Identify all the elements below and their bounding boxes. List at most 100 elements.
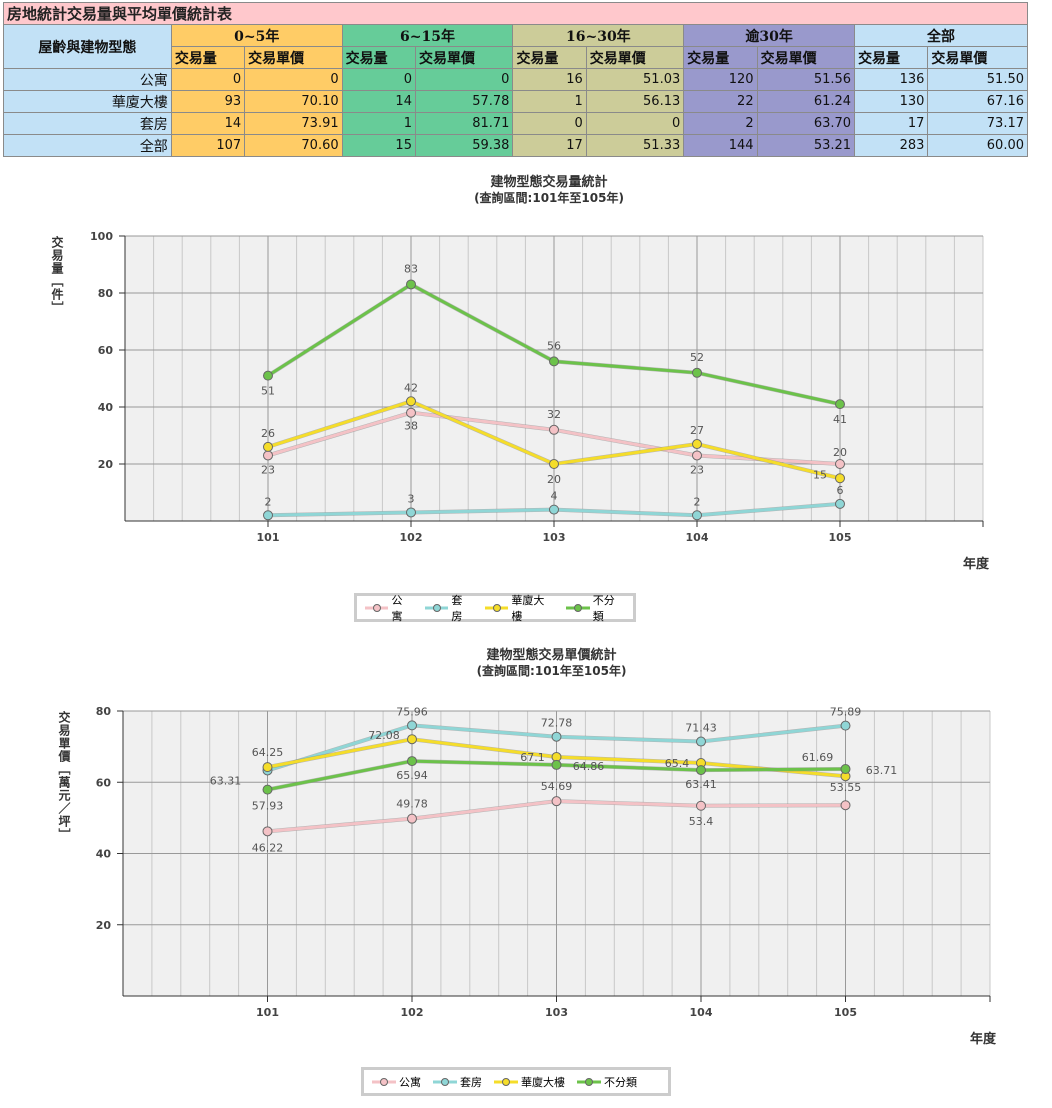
y-tick-label: 80 — [96, 705, 112, 718]
table-cell: 0 — [414, 68, 514, 91]
table-cell: 17 — [854, 112, 929, 135]
volume-chart-legend: 公寓 套房 華廈大樓 不分類 — [354, 592, 636, 624]
legend-marker-icon — [365, 603, 389, 612]
legend-marker-icon — [566, 603, 590, 612]
table-cell: 16 — [512, 68, 587, 91]
group-header: 逾30年 — [683, 24, 856, 47]
data-point — [696, 736, 706, 747]
data-label: 2 — [265, 495, 272, 508]
data-point — [696, 765, 706, 776]
data-label: 63.71 — [866, 764, 898, 777]
table-cell: 0 — [244, 68, 343, 91]
data-label: 83 — [404, 262, 418, 275]
x-tick-label: 104 — [686, 531, 709, 544]
data-point — [840, 720, 851, 731]
data-label: 63.41 — [685, 778, 717, 791]
table-cell: 107 — [170, 134, 246, 157]
data-label: 4 — [551, 490, 558, 503]
table-cell: 51.33 — [585, 134, 685, 157]
data-point — [692, 450, 702, 461]
data-point — [406, 279, 416, 290]
legend-label: 華廈大樓 — [511, 593, 545, 623]
data-label: 46.22 — [252, 841, 284, 854]
data-point — [407, 813, 417, 824]
legend-item[interactable]: 公寓 — [372, 1074, 421, 1090]
legend-label: 不分類 — [604, 1075, 637, 1089]
x-tick-label: 101 — [256, 1006, 279, 1019]
x-tick-label: 105 — [829, 531, 852, 544]
legend-item[interactable]: 華廈大樓 — [484, 592, 554, 624]
table-cell: 61.24 — [756, 90, 856, 113]
data-point — [407, 720, 417, 731]
data-label: 32 — [547, 408, 561, 421]
table-cell: 59.38 — [414, 134, 514, 157]
legend-item[interactable]: 不分類 — [566, 592, 625, 624]
data-label: 42 — [404, 381, 418, 394]
data-point — [692, 510, 702, 521]
data-label: 3 — [408, 492, 415, 505]
data-label: 75.96 — [396, 705, 428, 718]
x-tick-label: 101 — [257, 531, 280, 544]
table-cell: 73.91 — [244, 112, 343, 135]
data-label: 23 — [261, 463, 275, 476]
legend-item[interactable]: 公寓 — [365, 592, 413, 624]
price-chart-y-axis-label: 交易單價［萬元／坪］ — [57, 711, 71, 841]
data-point — [549, 504, 559, 515]
table-cell: 22 — [683, 90, 758, 113]
data-label: 49.78 — [396, 798, 428, 811]
table-cell: 283 — [854, 134, 929, 157]
chart-subtitle: (查詢區間:101年至105年) — [474, 190, 624, 205]
sub-header: 交易單價 — [244, 46, 343, 69]
table-cell: 51.03 — [585, 68, 685, 91]
x-axis-label: 年度 — [970, 1031, 997, 1047]
data-point — [692, 367, 702, 378]
data-point — [263, 441, 273, 452]
data-label: 38 — [404, 420, 418, 433]
data-point — [549, 356, 559, 367]
table-row: 全部 107 70.60 15 59.38 17 51.33 144 53.21 283 60.00 — [3, 134, 1028, 157]
data-point — [262, 826, 273, 837]
legend-item[interactable]: 不分類 — [577, 1074, 637, 1090]
data-point — [835, 498, 845, 509]
data-label: 63.31 — [210, 774, 242, 787]
sub-header: 交易單價 — [927, 46, 1028, 69]
data-point — [549, 424, 559, 435]
x-tick-label: 105 — [834, 1006, 857, 1019]
data-point — [840, 800, 851, 811]
data-label: 20 — [547, 473, 561, 486]
data-point — [551, 731, 562, 742]
data-label: 75.89 — [830, 706, 862, 719]
stats-table: 房地統計交易量與平均單價統計表 屋齡與建物型態 0~5年 6~15年 16~30… — [3, 2, 1028, 157]
data-point — [840, 764, 851, 775]
row-label: 全部 — [3, 134, 172, 157]
legend-marker-icon — [372, 1077, 396, 1086]
data-point — [263, 370, 273, 381]
x-tick-label: 104 — [690, 1006, 713, 1019]
legend-item[interactable]: 華廈大樓 — [494, 1074, 565, 1090]
sub-header: 交易量 — [341, 46, 416, 69]
data-label: 23 — [690, 463, 704, 476]
legend-item[interactable]: 套房 — [424, 592, 473, 624]
data-label: 41 — [833, 413, 847, 426]
data-label: 2 — [694, 495, 701, 508]
data-label: 65.94 — [396, 769, 428, 782]
x-axis-label: 年度 — [963, 556, 990, 572]
table-cell: 1 — [512, 90, 587, 113]
group-header: 6~15年 — [341, 24, 514, 47]
data-label: 65.4 — [665, 757, 690, 770]
data-point — [549, 459, 559, 469]
data-label: 61.69 — [802, 751, 834, 764]
table-cell: 63.70 — [756, 112, 856, 135]
data-label: 6 — [837, 484, 844, 497]
data-point — [696, 800, 706, 811]
data-label: 20 — [833, 446, 847, 459]
table-cell: 60.00 — [927, 134, 1028, 157]
legend-label: 公寓 — [399, 1075, 421, 1089]
legend-item[interactable]: 套房 — [433, 1074, 482, 1090]
price-chart: 101 102 103 104 105 20 40 60 80 建物型態交易單價統計(查詢區間:1… — [96, 647, 997, 1047]
table-cell: 56.13 — [585, 90, 685, 113]
data-label: 54.69 — [541, 780, 573, 793]
y-tick-label: 40 — [98, 401, 114, 414]
data-label: 26 — [261, 427, 275, 440]
data-point — [406, 507, 416, 518]
